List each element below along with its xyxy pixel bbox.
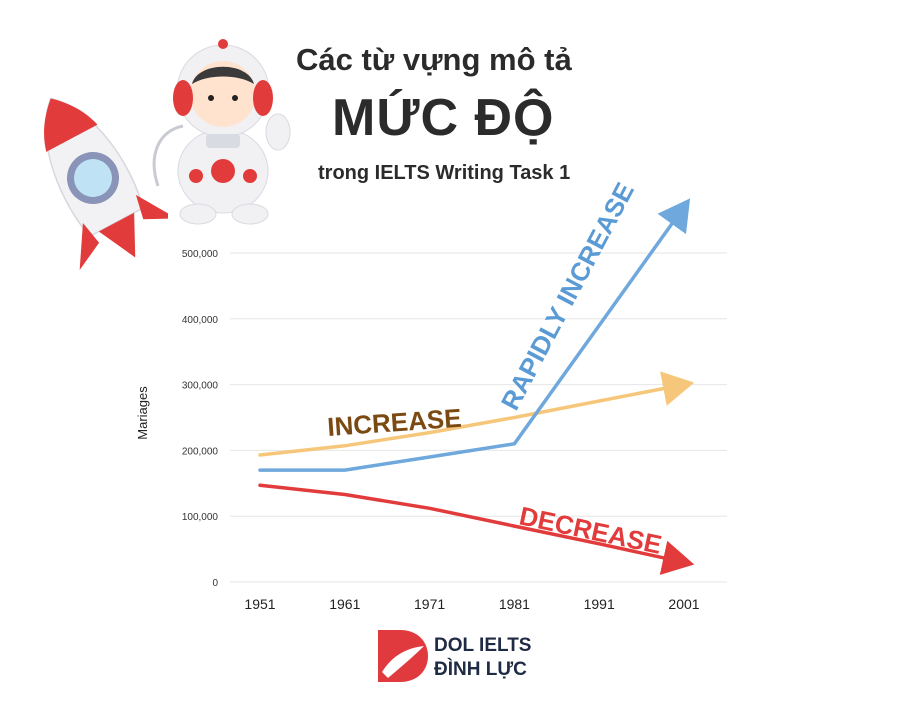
brand-logo: DOL IELTS ĐÌNH LỰC xyxy=(374,626,544,686)
title-line-1: Các từ vựng mô tả xyxy=(296,42,572,77)
rocket-illustration xyxy=(44,97,168,271)
annotation-decrease: DECREASE xyxy=(517,501,665,560)
x-tick-label: 1981 xyxy=(499,596,530,612)
y-axis-label: Mariages xyxy=(135,386,150,440)
x-tick-label: 1961 xyxy=(329,596,360,612)
dol-logo-icon xyxy=(378,630,428,682)
series-line-decrease xyxy=(258,483,695,575)
brand-name-line1: DOL IELTS xyxy=(434,635,532,656)
y-tick-label: 300,000 xyxy=(182,381,219,392)
y-tick-label: 500,000 xyxy=(182,249,219,260)
series-line-rapidly-increase xyxy=(258,198,691,472)
x-tick-label: 1991 xyxy=(584,596,615,612)
title-subtitle: trong IELTS Writing Task 1 xyxy=(318,162,571,184)
x-tick-label: 1971 xyxy=(414,596,445,612)
y-tick-label: 400,000 xyxy=(182,315,219,326)
brand-name-line2: ĐÌNH LỰC xyxy=(434,659,527,680)
x-tick-label: 2001 xyxy=(668,596,699,612)
annotation-increase: INCREASE xyxy=(326,403,462,442)
title-main: MỨC ĐỘ xyxy=(332,89,555,147)
astronaut-illustration xyxy=(152,39,291,225)
y-tick-label: 100,000 xyxy=(182,512,219,523)
x-tick-label: 1951 xyxy=(244,596,275,612)
y-tick-label: 0 xyxy=(212,578,218,589)
series-line-increase xyxy=(258,371,695,457)
y-tick-label: 200,000 xyxy=(182,446,219,457)
